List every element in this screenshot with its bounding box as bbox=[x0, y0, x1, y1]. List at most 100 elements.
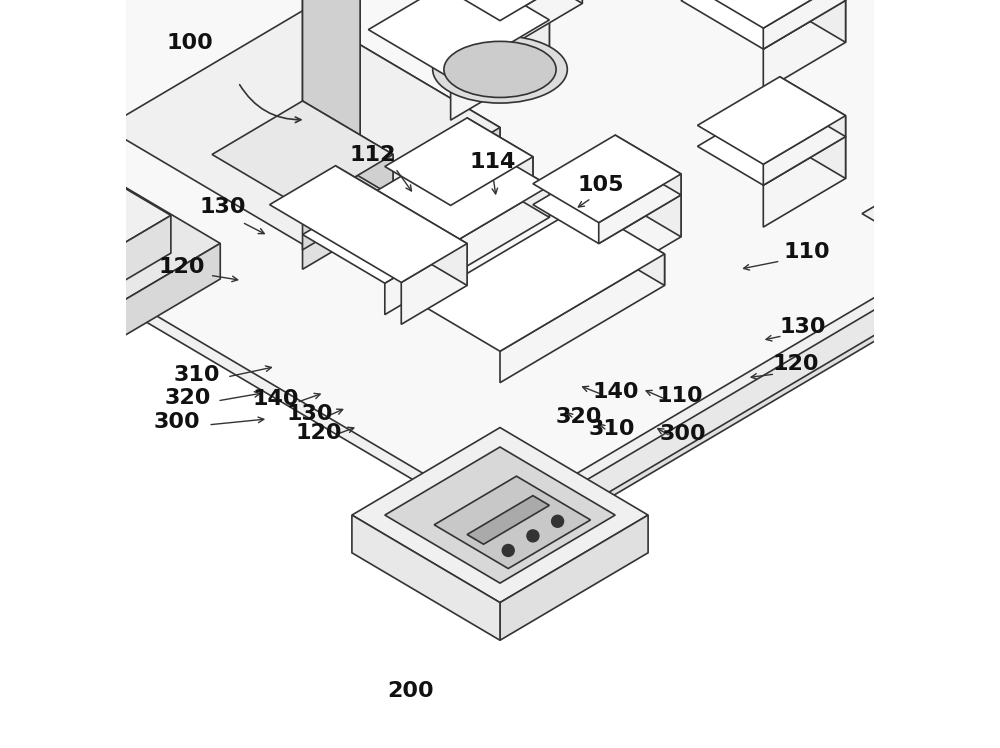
Polygon shape bbox=[697, 77, 846, 165]
Text: 112: 112 bbox=[350, 145, 396, 165]
Text: 320: 320 bbox=[555, 408, 602, 427]
Polygon shape bbox=[0, 292, 23, 435]
Polygon shape bbox=[0, 0, 1000, 519]
Polygon shape bbox=[500, 0, 582, 4]
Polygon shape bbox=[0, 276, 97, 383]
Text: 310: 310 bbox=[174, 366, 220, 385]
Polygon shape bbox=[500, 515, 648, 640]
Polygon shape bbox=[533, 135, 681, 223]
Polygon shape bbox=[270, 166, 467, 283]
Polygon shape bbox=[862, 107, 1000, 301]
Polygon shape bbox=[0, 215, 171, 389]
Polygon shape bbox=[615, 135, 681, 195]
Polygon shape bbox=[500, 91, 1000, 557]
Polygon shape bbox=[303, 138, 549, 283]
Text: 130: 130 bbox=[286, 405, 333, 424]
Polygon shape bbox=[212, 101, 393, 208]
Polygon shape bbox=[368, 0, 549, 79]
Text: 110: 110 bbox=[656, 387, 703, 406]
Polygon shape bbox=[385, 447, 615, 583]
Polygon shape bbox=[467, 138, 549, 218]
Polygon shape bbox=[500, 0, 1000, 212]
Polygon shape bbox=[467, 118, 533, 188]
Text: 114: 114 bbox=[469, 153, 516, 172]
Text: 300: 300 bbox=[154, 412, 200, 432]
Polygon shape bbox=[780, 77, 846, 137]
Polygon shape bbox=[599, 195, 681, 286]
Polygon shape bbox=[763, 116, 846, 186]
Polygon shape bbox=[303, 127, 500, 269]
Polygon shape bbox=[582, 206, 665, 286]
Text: 120: 120 bbox=[159, 257, 205, 277]
Polygon shape bbox=[0, 108, 171, 352]
Polygon shape bbox=[303, 10, 500, 153]
Text: 310: 310 bbox=[589, 420, 635, 439]
Polygon shape bbox=[6, 329, 97, 425]
Text: 140: 140 bbox=[252, 390, 299, 409]
Polygon shape bbox=[763, 0, 846, 43]
Polygon shape bbox=[681, 0, 846, 49]
Polygon shape bbox=[0, 86, 64, 154]
Text: 130: 130 bbox=[200, 197, 246, 217]
Text: 110: 110 bbox=[783, 242, 830, 262]
Text: 120: 120 bbox=[772, 355, 819, 374]
Circle shape bbox=[502, 545, 514, 557]
Polygon shape bbox=[500, 181, 1000, 562]
Polygon shape bbox=[0, 147, 122, 332]
Polygon shape bbox=[0, 292, 23, 526]
Polygon shape bbox=[533, 156, 681, 244]
Circle shape bbox=[552, 515, 564, 527]
Polygon shape bbox=[303, 154, 393, 250]
Text: 200: 200 bbox=[387, 681, 434, 701]
Text: 300: 300 bbox=[660, 424, 707, 444]
Polygon shape bbox=[418, 0, 582, 21]
Polygon shape bbox=[763, 1, 846, 91]
Polygon shape bbox=[0, 107, 220, 408]
Text: 130: 130 bbox=[780, 317, 826, 337]
Bar bbox=[0, 241, 14, 250]
Polygon shape bbox=[0, 243, 220, 444]
Polygon shape bbox=[303, 0, 360, 188]
Polygon shape bbox=[500, 254, 665, 383]
Polygon shape bbox=[385, 118, 533, 206]
Polygon shape bbox=[105, 10, 500, 244]
Polygon shape bbox=[434, 476, 591, 568]
Polygon shape bbox=[385, 186, 549, 315]
Polygon shape bbox=[763, 0, 846, 49]
Polygon shape bbox=[6, 120, 64, 364]
Polygon shape bbox=[0, 0, 1000, 531]
Text: 320: 320 bbox=[164, 388, 211, 408]
Polygon shape bbox=[6, 276, 97, 371]
Polygon shape bbox=[615, 156, 681, 237]
Polygon shape bbox=[500, 0, 1000, 129]
Bar bbox=[40, 216, 55, 225]
Text: 105: 105 bbox=[578, 175, 624, 194]
Polygon shape bbox=[418, 206, 665, 352]
Polygon shape bbox=[500, 0, 582, 52]
Text: 140: 140 bbox=[593, 382, 639, 402]
Circle shape bbox=[988, 238, 1000, 250]
Polygon shape bbox=[780, 98, 846, 179]
Ellipse shape bbox=[433, 36, 567, 103]
Text: 120: 120 bbox=[296, 423, 342, 443]
Polygon shape bbox=[6, 86, 64, 329]
Polygon shape bbox=[352, 428, 648, 603]
Polygon shape bbox=[451, 20, 549, 120]
Polygon shape bbox=[303, 0, 360, 154]
Polygon shape bbox=[303, 101, 393, 197]
Ellipse shape bbox=[444, 41, 556, 97]
Polygon shape bbox=[763, 137, 846, 227]
Polygon shape bbox=[352, 515, 500, 640]
Polygon shape bbox=[599, 174, 681, 244]
Polygon shape bbox=[335, 166, 467, 286]
Polygon shape bbox=[451, 157, 533, 237]
Polygon shape bbox=[681, 0, 846, 28]
Polygon shape bbox=[0, 153, 31, 220]
Polygon shape bbox=[697, 98, 846, 186]
Circle shape bbox=[527, 530, 539, 542]
Polygon shape bbox=[467, 0, 549, 62]
Polygon shape bbox=[401, 244, 467, 325]
Polygon shape bbox=[911, 136, 1000, 282]
Polygon shape bbox=[467, 496, 549, 545]
Polygon shape bbox=[0, 409, 23, 551]
